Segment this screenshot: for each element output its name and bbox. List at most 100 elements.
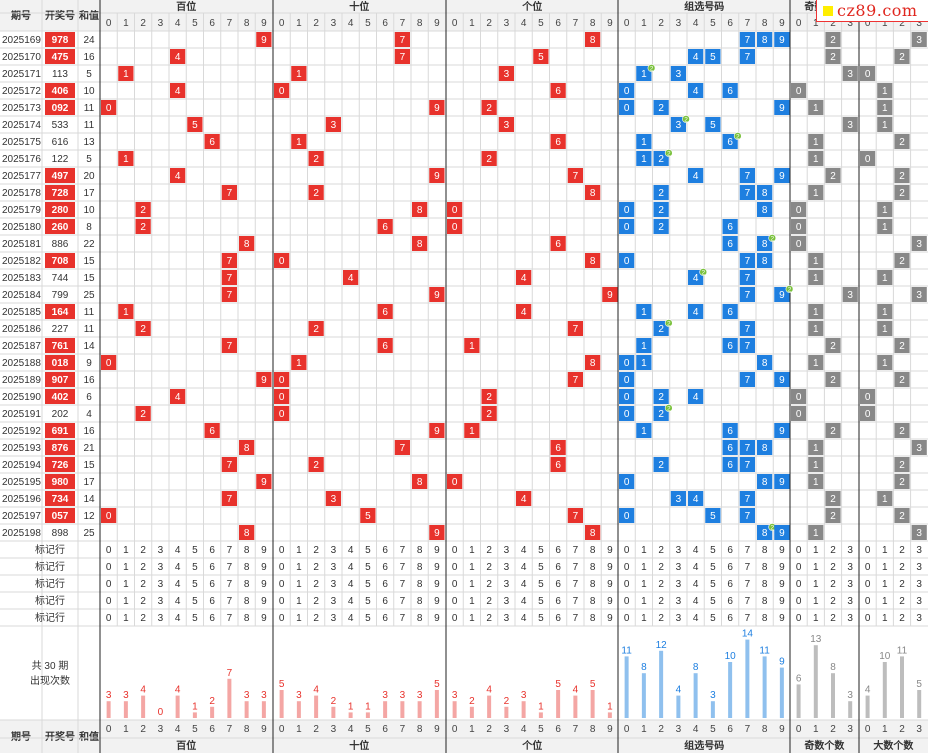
sum-cell: 25: [83, 290, 95, 301]
col-label-footer: 5: [710, 724, 716, 735]
stat-bar: [175, 695, 180, 718]
group3-highlight: [45, 304, 75, 319]
group-ball: [619, 355, 635, 370]
marker-cell: 1: [813, 545, 819, 556]
marker-cell: 7: [573, 545, 579, 556]
col-label-footer: 0: [796, 724, 802, 735]
marker-cell: 5: [192, 579, 198, 590]
group3-highlight: [45, 49, 75, 64]
sum-cell: 14: [83, 341, 95, 352]
big-count-ball: [894, 253, 910, 268]
col-label-footer: 8: [417, 724, 423, 735]
group-ball: [739, 321, 755, 336]
sum-cell: 24: [83, 35, 95, 46]
marker-cell: 0: [279, 596, 285, 607]
odd-count-ball-label: 2: [830, 426, 836, 437]
col-label-footer: 0: [865, 724, 871, 735]
digit-ball: [239, 440, 255, 455]
col-label: 6: [727, 18, 733, 29]
group-ball: [619, 83, 635, 98]
number-cell: 907: [52, 375, 69, 386]
group-ball: [653, 389, 669, 404]
col-label: 4: [693, 18, 699, 29]
marker-cell: 3: [847, 613, 853, 624]
marker-cell: 6: [555, 562, 561, 573]
odd-count-ball: [808, 253, 824, 268]
group-ball-label: 2: [658, 409, 664, 420]
digit-ball: [274, 253, 290, 268]
group-ball-label: 1: [641, 137, 647, 148]
col-label-footer: 6: [727, 724, 733, 735]
col-label: 0: [279, 18, 285, 29]
big-count-ball-label: 0: [865, 69, 871, 80]
stat-bar-label: 0: [158, 707, 164, 718]
digit-ball-label: 4: [175, 86, 181, 97]
odd-count-ball-label: 1: [813, 256, 819, 267]
marker-cell: 2: [140, 613, 146, 624]
digit-ball: [221, 287, 237, 302]
marker-cell: 9: [607, 545, 613, 556]
group-ball-label: 0: [624, 86, 630, 97]
group-ball: [653, 100, 669, 115]
group-footer-3: 组选号码: [684, 739, 724, 752]
big-count-ball: [894, 372, 910, 387]
marker-cell: 1: [296, 562, 302, 573]
col-label-footer: 4: [175, 724, 181, 735]
group-ball: [688, 270, 704, 285]
col-label-footer: 4: [521, 724, 527, 735]
marker-cell: 3: [916, 562, 922, 573]
stat-bar: [590, 690, 595, 718]
digit-ball-label: 0: [279, 392, 285, 403]
marker-cell: 1: [296, 579, 302, 590]
marker-cell: 8: [762, 596, 768, 607]
odd-count-ball: [808, 270, 824, 285]
digit-ball: [325, 117, 341, 132]
number-cell: 886: [52, 239, 69, 250]
col-label: 5: [192, 18, 198, 29]
stat-bar-label: 4: [676, 685, 682, 696]
digit-ball-label: 3: [504, 69, 510, 80]
marker-cell: 7: [573, 579, 579, 590]
odd-count-ball: [808, 100, 824, 115]
odd-count-ball: [791, 219, 807, 234]
issue-header: 期号: [11, 9, 31, 22]
digit-ball-label: 8: [244, 528, 250, 539]
stat-bar: [762, 656, 767, 718]
digit-ball: [498, 117, 514, 132]
odd-count-ball-label: 2: [830, 494, 836, 505]
group-ball: [757, 236, 773, 251]
group3-highlight: [45, 389, 75, 404]
odd-count-ball: [825, 49, 841, 64]
stat-bar: [383, 701, 388, 718]
stat-bar: [917, 690, 922, 718]
sum-cell: 12: [83, 511, 95, 522]
number-cell: 726: [52, 460, 69, 471]
marker-cell: 9: [779, 596, 785, 607]
marker-cell: 1: [123, 613, 129, 624]
big-count-ball-label: 2: [899, 477, 905, 488]
repeat-badge-label: 2: [770, 525, 774, 532]
big-count-ball: [911, 440, 927, 455]
group-ball-label: 4: [693, 52, 699, 63]
marker-cell: 6: [382, 545, 388, 556]
big-count-ball-label: 3: [916, 239, 922, 250]
digit-ball-label: 8: [590, 358, 596, 369]
odd-count-ball-label: 1: [813, 528, 819, 539]
issue-cell: 2025180: [2, 222, 41, 233]
digit-ball-label: 7: [573, 375, 579, 386]
digit-ball: [498, 66, 514, 81]
marker-cell: 7: [573, 596, 579, 607]
number-cell: 978: [52, 35, 69, 46]
digit-ball: [585, 253, 601, 268]
digit-ball-label: 7: [573, 511, 579, 522]
marker-cell: 5: [192, 562, 198, 573]
marker-cell: 0: [106, 596, 112, 607]
marker-cell: 3: [676, 545, 682, 556]
col-label-footer: 1: [882, 724, 888, 735]
marker-cell: 1: [882, 562, 888, 573]
big-count-ball-label: 2: [899, 256, 905, 267]
digit-ball-label: 0: [106, 511, 112, 522]
number-cell: 227: [52, 324, 69, 335]
marker-row-label: 标记行: [35, 611, 65, 624]
